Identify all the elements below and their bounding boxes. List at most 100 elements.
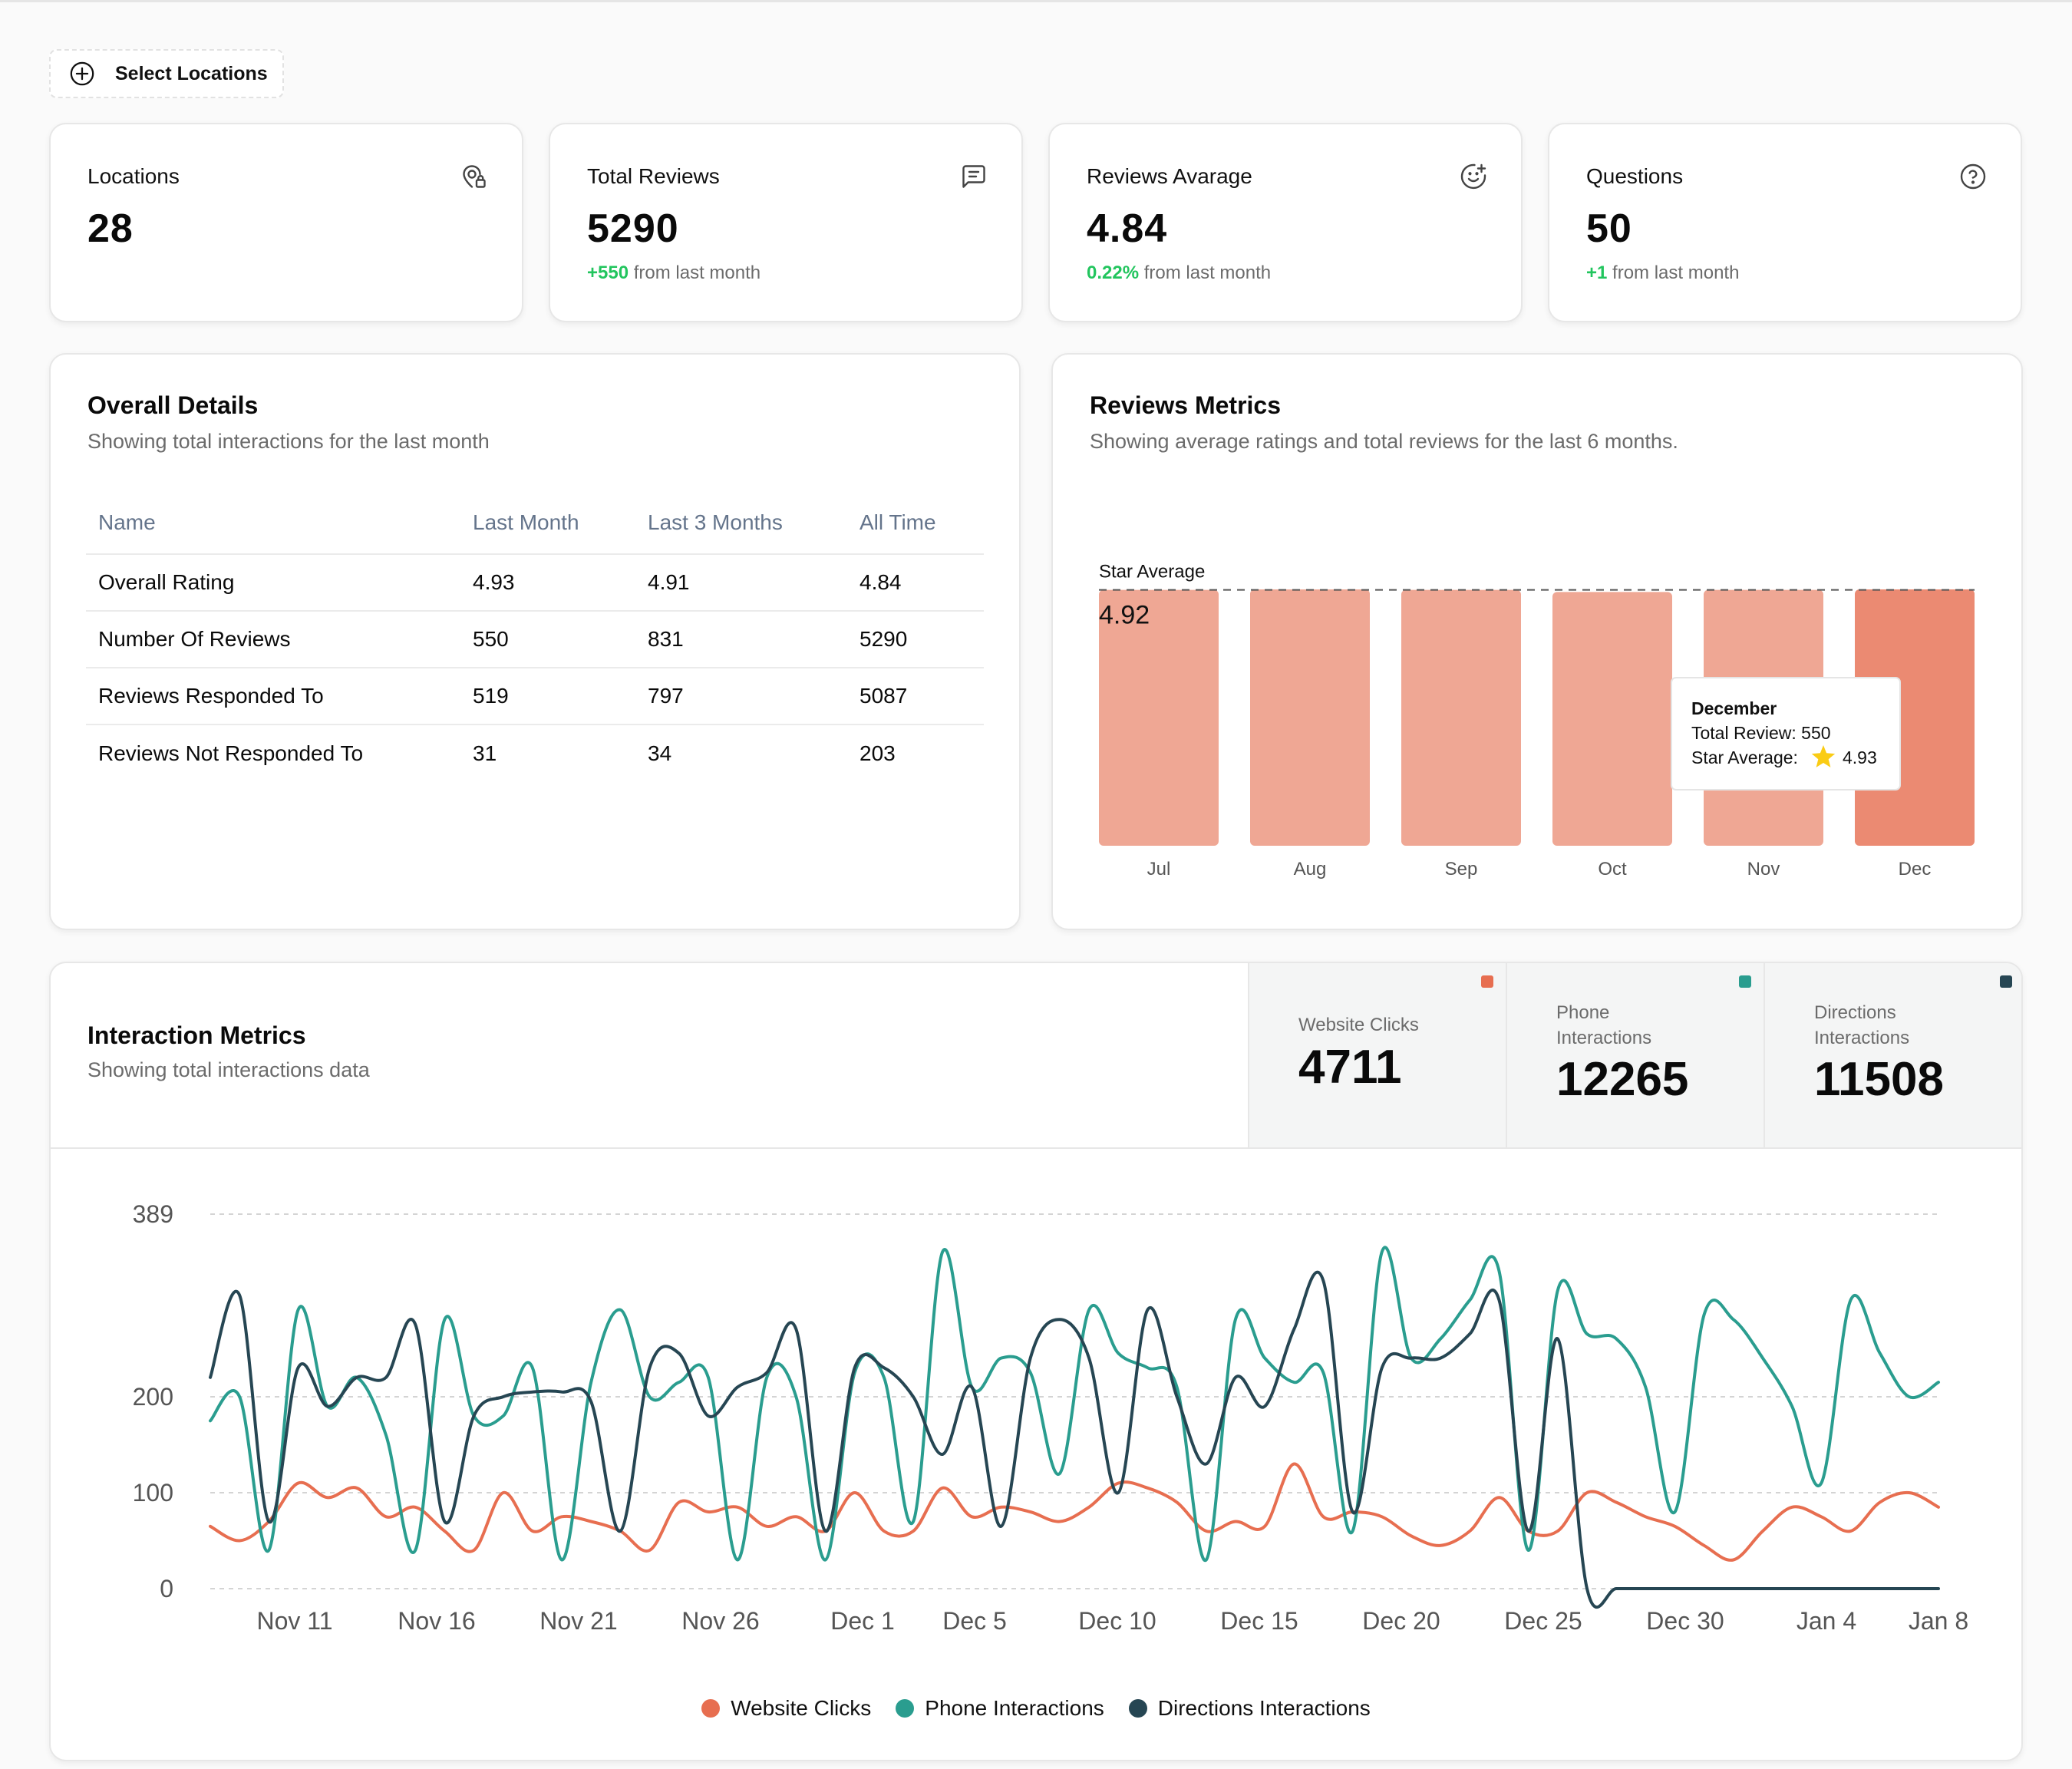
card-title: Overall Details [87,391,259,419]
y-tick-label: 200 [133,1383,173,1411]
legend-item-phone-interactions[interactable]: Phone Interactions [896,1696,1104,1721]
bar-tooltip: December Total Review: 550 Star Average:… [1671,677,1901,790]
stat-label: Total Reviews [587,164,720,188]
table-row: Overall Rating 4.93 4.91 4.84 [86,554,984,612]
x-tick-label: Nov 21 [539,1607,617,1635]
x-tick-label: Dec 1 [830,1607,895,1635]
card-title: Interaction Metrics [87,1021,306,1049]
plus-circle-icon [70,61,94,86]
metric-website-clicks[interactable]: Website Clicks 4711 [1248,963,1506,1147]
tooltip-total-review: Total Review: 550 [1691,723,1831,743]
stat-delta: +1 from last month [1586,262,1739,284]
metric-value: 4711 [1298,1041,1402,1094]
stat-value: 50 [1586,206,1632,251]
table-cell: Reviews Not Responded To [98,741,364,765]
table-row: Reviews Responded To 519 797 5087 [86,668,984,725]
column-header: Last Month [460,491,635,555]
directions-color-dot [2000,975,2012,988]
table-cell: Number Of Reviews [86,611,460,668]
x-tick-label: Oct [1598,859,1627,880]
website-color-dot [1481,975,1493,988]
legend-swatch [701,1699,721,1718]
bar-jul[interactable] [1099,589,1219,846]
table-cell: 4.91 [635,554,847,612]
column-header: Last 3 Months [635,491,847,555]
stat-label: Locations [87,164,180,188]
interaction-line-chart: 0 100 200 389 Nov 11 Nov 16 Nov 21 Nov 26 Dec 1… [133,1200,1969,1635]
table-cell: 34 [648,741,672,765]
bar-sep[interactable] [1401,589,1521,846]
table-cell: 4.84 [847,554,984,612]
table-cell: 5290 [847,611,984,668]
stat-label: Questions [1586,164,1684,188]
column-header: Name [86,491,460,555]
stat-value: 28 [87,206,134,251]
bar-aug[interactable] [1250,589,1370,846]
series-line-phone-interactions [209,1246,1940,1562]
table-cell: 797 [635,668,847,725]
metric-label: Interactions [1556,1028,1652,1048]
x-tick-label: Dec 20 [1362,1607,1440,1635]
legend-item-website-clicks[interactable]: Website Clicks [701,1696,871,1721]
x-tick-label: Jan 4 [1797,1607,1856,1635]
metric-label: Website Clicks [1298,1015,1419,1035]
legend-swatch [1128,1699,1147,1718]
overall-details-table: Name Last Month Last 3 Months All Time O… [86,491,984,781]
card-subtitle: Showing total interactions for the last … [87,430,490,453]
stat-card-questions: Questions 50 +1 from last month [1548,123,2022,322]
star-average-value: 4.92 [1099,601,1150,630]
table-cell: 203 [859,741,896,765]
stat-delta-text: from last month [1139,262,1272,283]
select-locations-button[interactable]: Select Locations [49,49,284,98]
star-average-label: Star Average [1099,562,1205,583]
x-tick-label: Aug [1294,859,1327,880]
star-icon [1811,745,1836,767]
metric-value: 11508 [1814,1053,1944,1106]
stat-delta-value: +1 [1586,262,1608,283]
legend-item-directions-interactions[interactable]: Directions Interactions [1128,1696,1371,1721]
metric-directions-interactions[interactable]: Directions Interactions 11508 [1764,963,2021,1147]
table-cell: 31 [473,741,497,765]
y-tick-label: 100 [133,1479,173,1507]
x-tick-label: Nov 16 [398,1607,475,1635]
table-cell: 519 [460,668,635,725]
metric-label: Directions [1814,1002,1896,1023]
legend-swatch [896,1699,915,1718]
tooltip-star-value: 4.93 [1843,748,1877,767]
map-pin-icon [463,165,486,188]
x-tick-label: Nov 26 [681,1607,759,1635]
divider [51,1147,2021,1149]
bar-oct[interactable] [1552,592,1672,846]
table-cell: 5087 [847,668,984,725]
metric-value: 12265 [1556,1053,1689,1106]
x-tick-label: Dec 25 [1504,1607,1582,1635]
stat-card-reviews-average: Reviews Avarage 4.84 0.22% from last mon… [1048,123,1523,322]
legend-label: Directions Interactions [1157,1696,1371,1720]
stat-card-total-reviews: Total Reviews 5290 +550 from last month [549,123,1023,322]
y-tick-label: 389 [133,1200,173,1228]
stat-label: Reviews Avarage [1087,164,1252,188]
stat-card-locations: Locations 28 [49,123,523,322]
metric-label: Interactions [1814,1028,1910,1048]
legend-label: Website Clicks [731,1696,872,1720]
x-tick-label: Jul [1147,859,1171,880]
stat-delta-text: from last month [629,262,761,283]
table-cell: 550 [460,611,635,668]
chart-legend: Website Clicks Phone Interactions Direct… [0,1696,2072,1721]
x-tick-label: Dec [1899,859,1932,880]
stat-delta-value: 0.22% [1087,262,1140,283]
interaction-metrics-card: Interaction Metrics Showing total intera… [49,962,2023,1761]
smile-plus-icon [1460,163,1486,190]
table-row: Reviews Not Responded To 31 34 203 [86,724,984,781]
message-icon [962,165,985,188]
table-cell: 4.93 [460,554,635,612]
x-tick-label: Dec 5 [942,1607,1007,1635]
reviews-bar-chart: Star Average 4.92 Jul Aug Sep Oct Nov Dec Dec… [1099,562,1975,880]
metric-phone-interactions[interactable]: Phone Interactions 12265 [1506,963,1764,1147]
tooltip-star-label: Star Average: [1691,748,1798,767]
stat-delta-text: from last month [1607,262,1740,283]
column-header: All Time [847,491,984,555]
card-subtitle: Showing average ratings and total review… [1090,430,1678,453]
stat-delta: +550 from last month [587,262,761,284]
phone-color-dot [1739,975,1751,988]
